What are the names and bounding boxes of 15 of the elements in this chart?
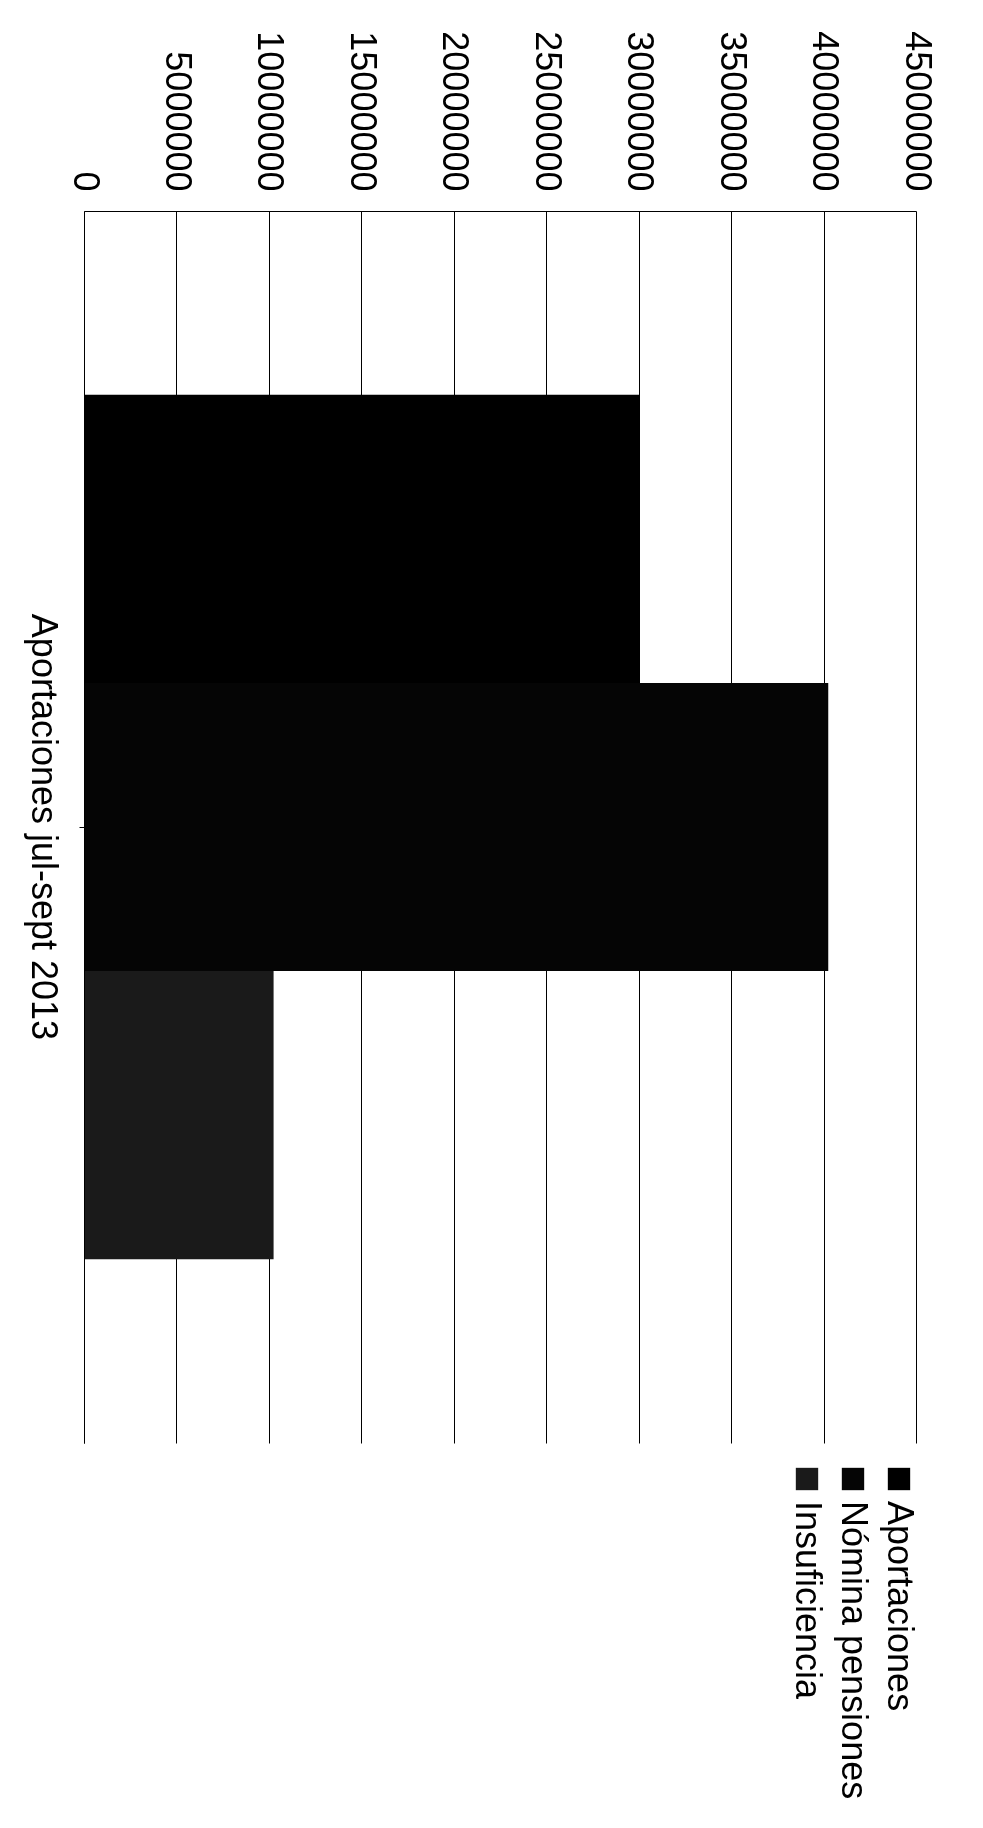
x-tick-label: 40000000: [805, 31, 847, 192]
bar: [85, 971, 274, 1260]
x-tick-label: 0: [65, 171, 107, 192]
legend-label: Nómina pensiones: [834, 1501, 875, 1800]
x-tick-label: 20000000: [435, 31, 477, 192]
x-tick-label: 35000000: [712, 31, 754, 192]
x-tick-label: 5000000: [157, 51, 199, 192]
x-tick-label: 10000000: [250, 31, 292, 192]
x-tick-label: 15000000: [342, 31, 384, 192]
x-tick-label: 30000000: [620, 31, 662, 192]
x-tick-label: 25000000: [527, 31, 569, 192]
x-tick-label: 45000000: [897, 31, 939, 192]
y-tick-label: Aportaciones jul-sept 2013: [23, 613, 65, 1041]
legend-label: Aportaciones: [880, 1501, 921, 1712]
legend-label: Insuficiencia: [788, 1501, 829, 1701]
